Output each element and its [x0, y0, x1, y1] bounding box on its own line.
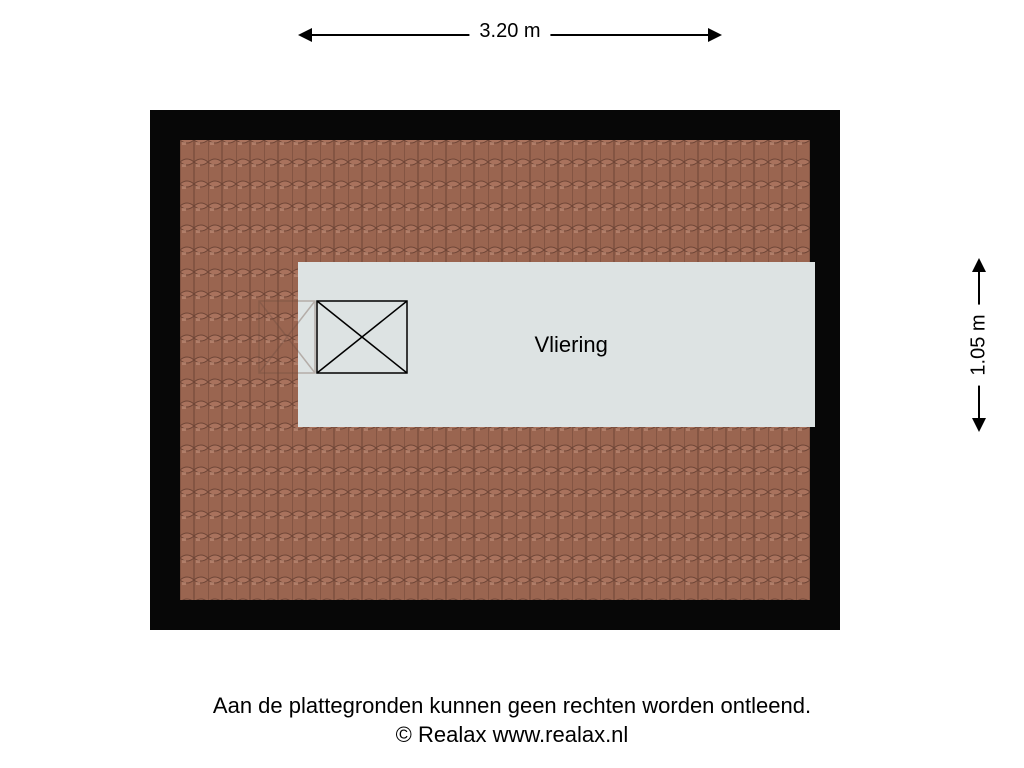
footer-disclaimer: Aan de plattegronden kunnen geen rechten…: [0, 691, 1024, 721]
room-label: Vliering: [534, 332, 607, 358]
arrow-down-icon: [972, 418, 986, 432]
arrow-left-icon: [298, 28, 312, 42]
dimension-height: 1.05 m: [964, 260, 994, 430]
footer: Aan de plattegronden kunnen geen rechten…: [0, 691, 1024, 750]
arrow-up-icon: [972, 258, 986, 272]
arrow-right-icon: [708, 28, 722, 42]
loft-hatch-icon: [316, 300, 408, 374]
dimension-height-label: 1.05 m: [968, 304, 991, 385]
dimension-width: 3.20 m: [300, 20, 720, 50]
floorplan-canvas: 3.20 m 1.05 m: [0, 0, 1024, 768]
footer-copyright: © Realax www.realax.nl: [0, 720, 1024, 750]
hatch-faint-icon: [258, 300, 316, 374]
dimension-width-label: 3.20 m: [469, 20, 550, 43]
